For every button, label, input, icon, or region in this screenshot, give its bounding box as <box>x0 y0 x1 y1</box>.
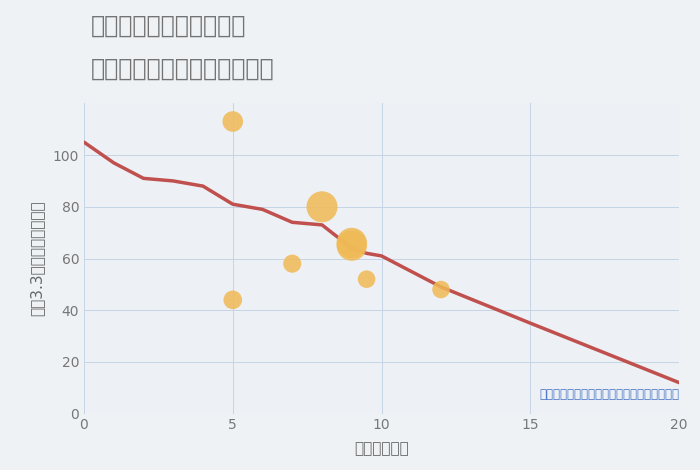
Point <box>346 242 357 249</box>
Point <box>227 296 238 304</box>
Text: 駅距離別中古マンション価格: 駅距離別中古マンション価格 <box>91 56 274 80</box>
Text: 福岡県太宰府市通古賀の: 福岡県太宰府市通古賀の <box>91 14 246 38</box>
Point <box>346 239 357 247</box>
Point <box>361 275 372 283</box>
Point <box>435 286 447 293</box>
Point <box>287 260 298 267</box>
X-axis label: 駅距離（分）: 駅距離（分） <box>354 441 409 456</box>
Point <box>316 203 328 211</box>
Text: 円の大きさは、取引のあった物件面積を示す: 円の大きさは、取引のあった物件面積を示す <box>539 388 679 401</box>
Point <box>227 118 238 125</box>
Y-axis label: 坪（3.3㎡）単価（万円）: 坪（3.3㎡）単価（万円） <box>29 201 44 316</box>
